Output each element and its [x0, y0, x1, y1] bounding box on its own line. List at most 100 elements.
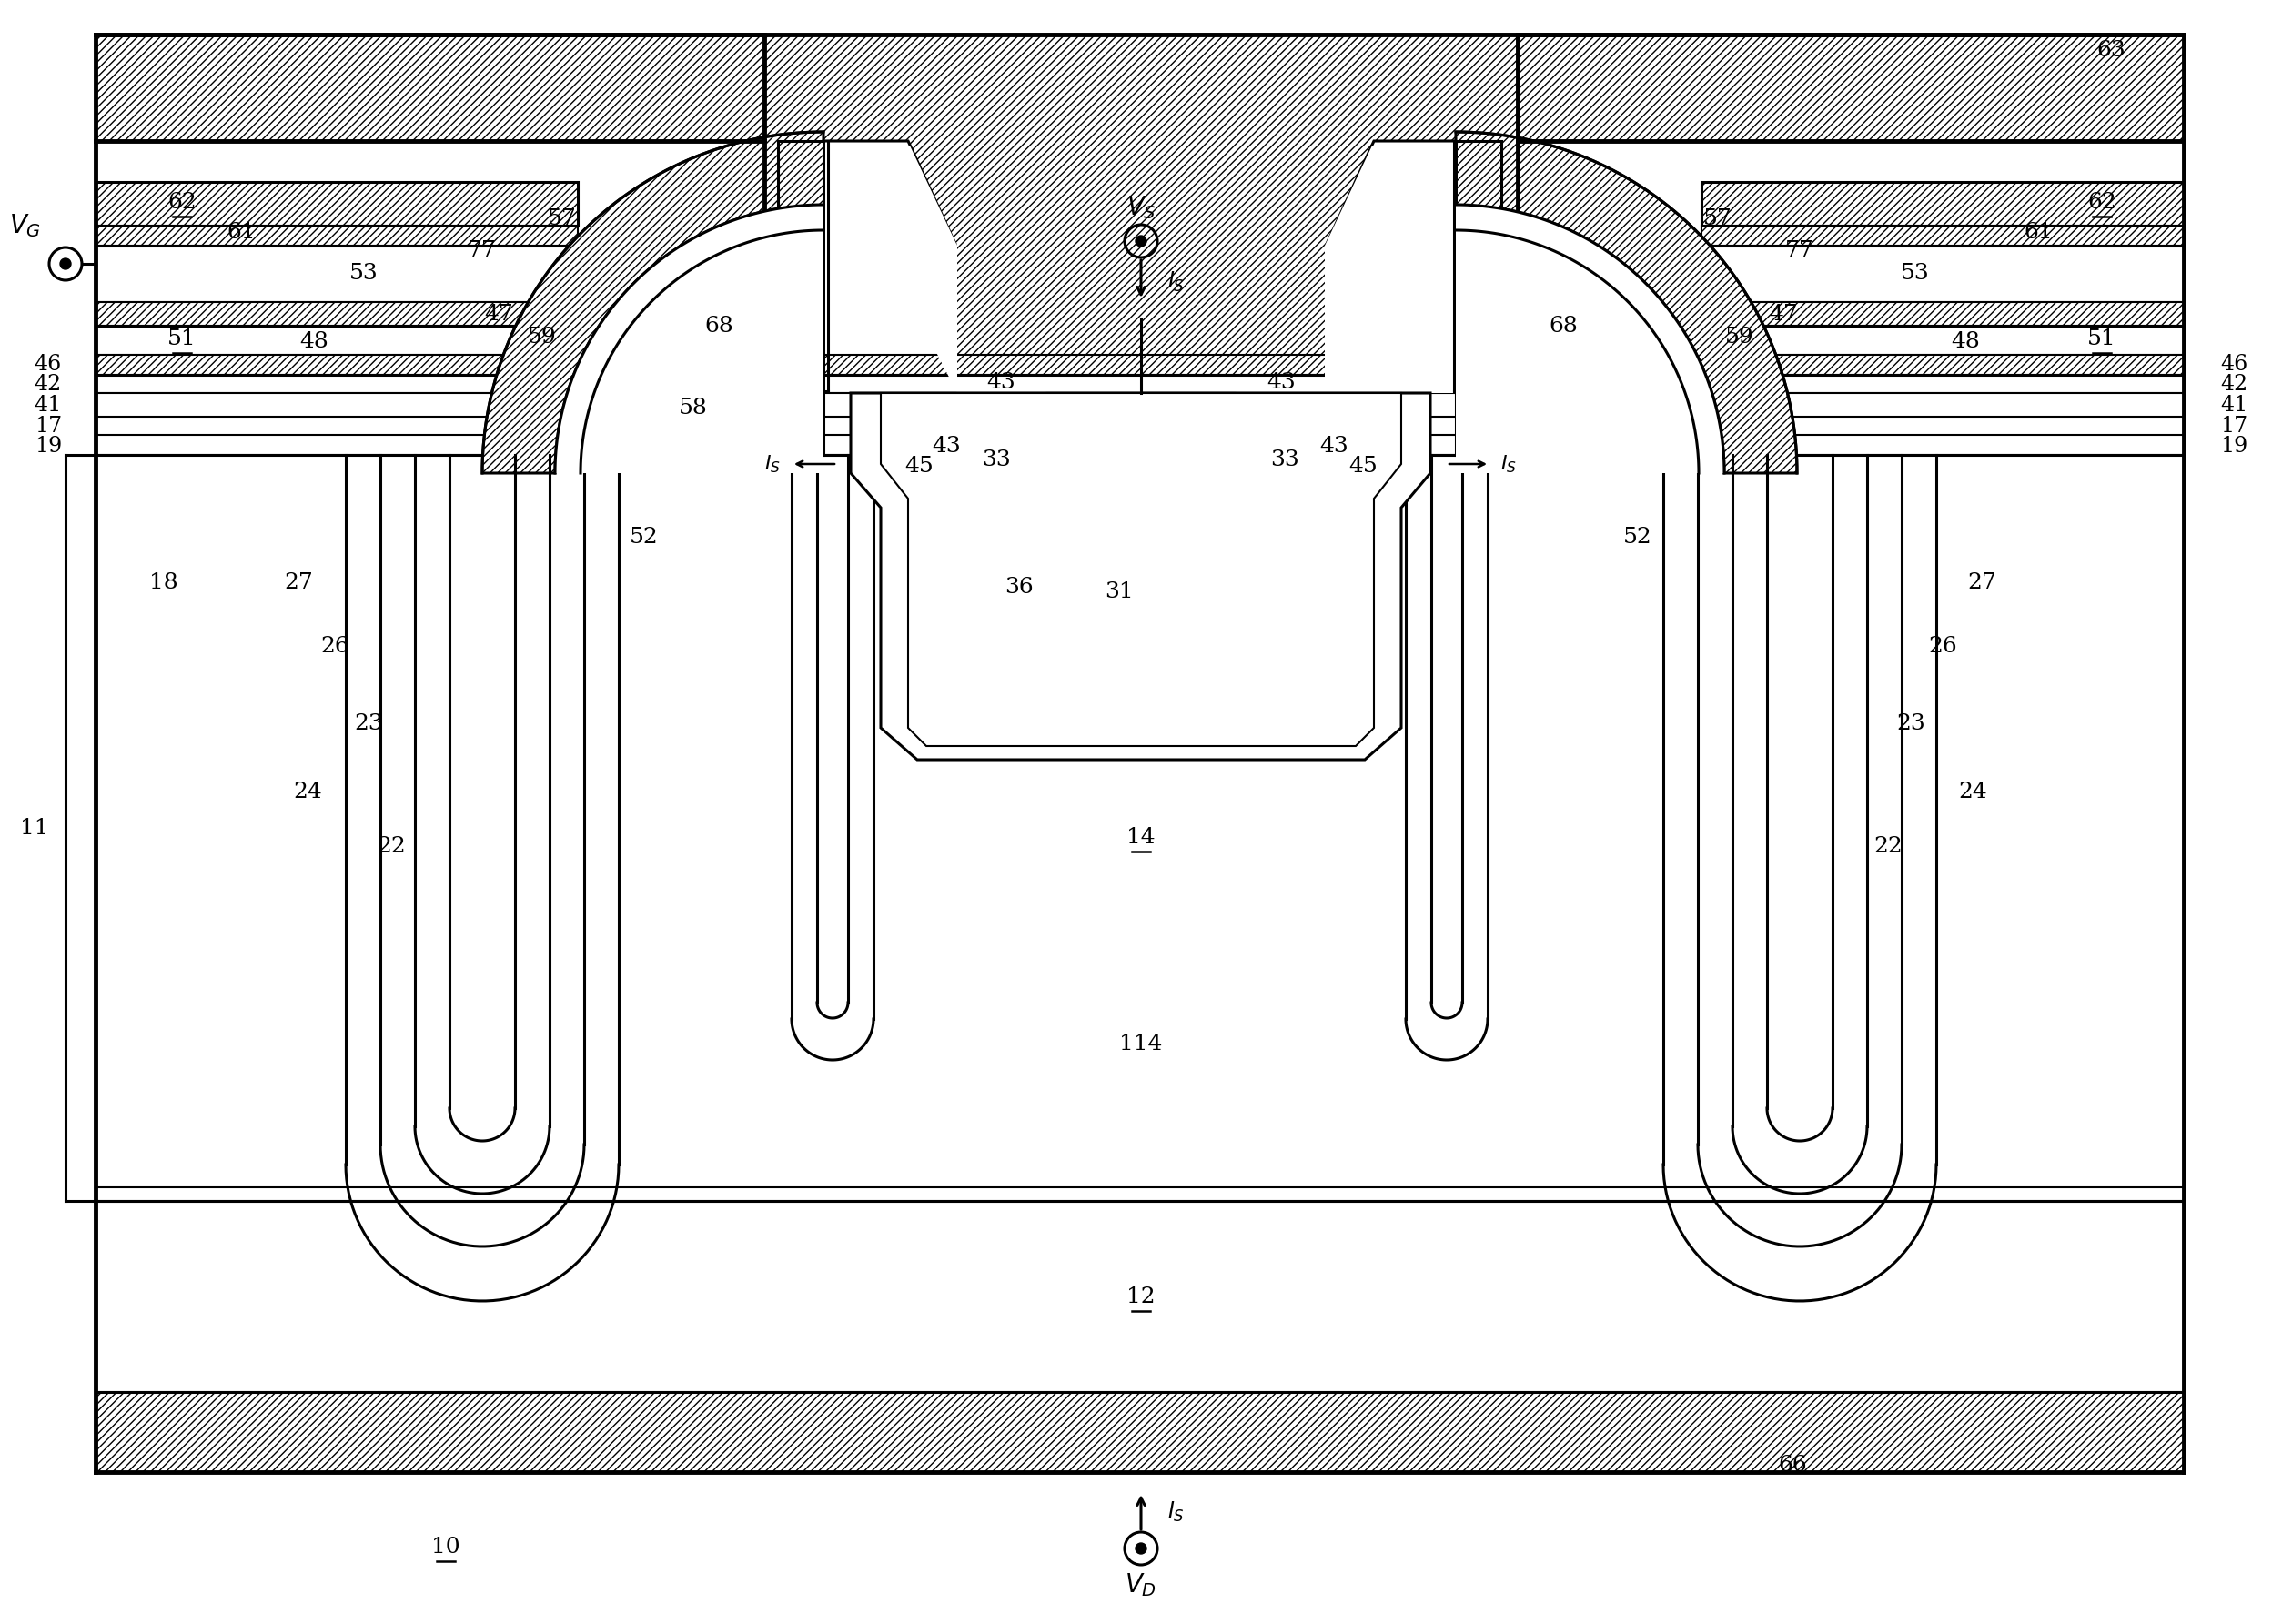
Text: 17: 17 [34, 416, 62, 437]
Text: 19: 19 [34, 435, 62, 456]
Text: 77: 77 [468, 240, 497, 261]
Text: 77: 77 [1785, 240, 1814, 261]
PathPatch shape [1456, 132, 1796, 473]
Text: 51: 51 [167, 328, 196, 349]
Text: 42: 42 [2220, 374, 2248, 395]
Text: 62: 62 [2088, 192, 2115, 213]
Text: 12: 12 [1127, 1286, 1155, 1307]
Text: 11: 11 [21, 817, 48, 838]
Text: 19: 19 [2220, 435, 2248, 456]
PathPatch shape [1702, 245, 2184, 302]
Text: 66: 66 [1778, 1455, 1807, 1475]
Circle shape [59, 258, 71, 270]
PathPatch shape [881, 393, 1401, 745]
PathPatch shape [1702, 226, 2184, 245]
PathPatch shape [96, 375, 2184, 393]
Text: 22: 22 [1874, 836, 1903, 856]
Text: 52: 52 [630, 526, 659, 547]
Text: 46: 46 [2220, 354, 2248, 375]
Text: 10: 10 [431, 1536, 461, 1557]
Text: 53: 53 [349, 263, 379, 284]
Text: 43: 43 [986, 372, 1015, 393]
Text: $V_S$: $V_S$ [1125, 193, 1157, 221]
Text: 26: 26 [1928, 635, 1958, 656]
Text: 26: 26 [319, 635, 349, 656]
PathPatch shape [96, 455, 2184, 1220]
Text: $I_S$: $I_S$ [1499, 453, 1518, 474]
Text: 47: 47 [484, 304, 513, 325]
Text: 57: 57 [548, 208, 577, 229]
Text: 48: 48 [1951, 331, 1981, 352]
PathPatch shape [96, 326, 577, 354]
Text: 33: 33 [1271, 448, 1298, 469]
PathPatch shape [1518, 34, 2184, 141]
Text: 63: 63 [2097, 39, 2125, 60]
Text: 22: 22 [377, 836, 406, 856]
PathPatch shape [96, 245, 577, 302]
Text: 43: 43 [1319, 435, 1349, 456]
Text: 43: 43 [1267, 372, 1296, 393]
Text: 61: 61 [226, 221, 256, 242]
PathPatch shape [1456, 141, 1502, 455]
Text: 24: 24 [292, 781, 322, 802]
Text: $V_D$: $V_D$ [1125, 1572, 1157, 1598]
Text: 62: 62 [167, 192, 196, 213]
PathPatch shape [1702, 182, 2184, 226]
Text: 46: 46 [34, 354, 62, 375]
Text: 31: 31 [1104, 581, 1134, 603]
Text: 58: 58 [678, 398, 707, 417]
Text: 114: 114 [1120, 1034, 1162, 1056]
Text: 68: 68 [1549, 315, 1577, 336]
PathPatch shape [96, 34, 764, 141]
PathPatch shape [764, 34, 1518, 455]
Text: 27: 27 [1967, 572, 1997, 593]
PathPatch shape [851, 393, 1431, 760]
Text: $V_G$: $V_G$ [9, 213, 41, 239]
Text: 27: 27 [283, 572, 313, 593]
Text: 52: 52 [1623, 526, 1652, 547]
PathPatch shape [96, 1200, 2184, 1392]
PathPatch shape [96, 1392, 2184, 1471]
PathPatch shape [1456, 205, 1725, 473]
Text: 23: 23 [1896, 713, 1926, 734]
Text: 17: 17 [2220, 416, 2248, 437]
PathPatch shape [1702, 302, 2184, 326]
Circle shape [1136, 235, 1146, 247]
Text: 45: 45 [1349, 455, 1378, 476]
Text: $I_S$: $I_S$ [1168, 1501, 1184, 1523]
Text: 42: 42 [34, 374, 62, 395]
Text: 14: 14 [1127, 827, 1155, 848]
Text: 51: 51 [2088, 328, 2115, 349]
PathPatch shape [96, 393, 2184, 417]
PathPatch shape [778, 141, 824, 455]
Text: 48: 48 [299, 331, 329, 352]
PathPatch shape [96, 354, 2184, 375]
Text: 41: 41 [2220, 395, 2248, 416]
Text: 23: 23 [354, 713, 383, 734]
Text: 36: 36 [1004, 577, 1034, 598]
Text: 47: 47 [1769, 304, 1798, 325]
Text: 59: 59 [1725, 326, 1755, 348]
Text: 61: 61 [2024, 221, 2052, 242]
Text: $I_S$: $I_S$ [764, 453, 780, 474]
PathPatch shape [96, 302, 577, 326]
Text: 18: 18 [148, 572, 178, 593]
Text: 24: 24 [1958, 781, 1988, 802]
Text: 59: 59 [527, 326, 557, 348]
Text: 33: 33 [981, 448, 1011, 469]
PathPatch shape [555, 205, 824, 473]
Text: 68: 68 [705, 315, 733, 336]
Text: 53: 53 [1901, 263, 1931, 284]
Text: 45: 45 [904, 455, 933, 476]
PathPatch shape [96, 182, 577, 226]
PathPatch shape [831, 146, 1518, 448]
Text: $I_S$: $I_S$ [1168, 270, 1184, 294]
PathPatch shape [482, 132, 824, 473]
Text: 57: 57 [1702, 208, 1732, 229]
PathPatch shape [96, 34, 2184, 1465]
Text: 41: 41 [34, 395, 62, 416]
Text: 43: 43 [931, 435, 961, 456]
PathPatch shape [96, 226, 577, 245]
PathPatch shape [1702, 326, 2184, 354]
Circle shape [1136, 1543, 1146, 1554]
